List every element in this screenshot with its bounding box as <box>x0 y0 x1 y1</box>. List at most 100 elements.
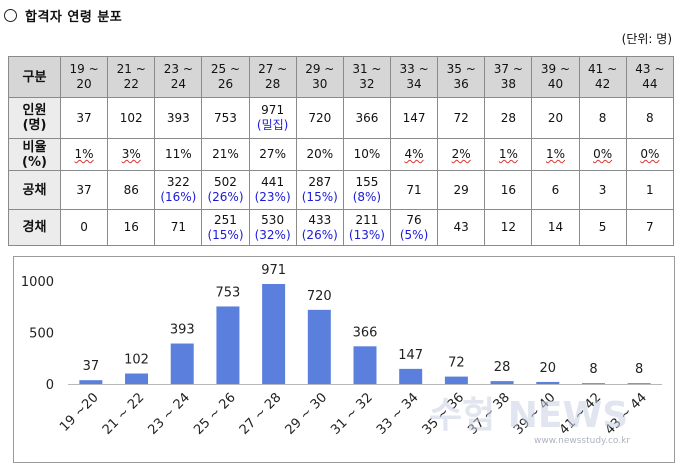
bar-value-label: 753 <box>216 285 241 300</box>
cell-value: 16 <box>123 220 139 234</box>
cell-value: 8 <box>646 110 654 125</box>
table-cell: 8 <box>578 97 627 139</box>
age-group-end: 40 <box>547 77 564 91</box>
bar-value-label: 8 <box>635 362 643 377</box>
cell-value: 1% <box>498 147 518 161</box>
x-tick-label: 19 ~20 <box>57 390 102 435</box>
x-tick-label: 25 ~ 26 <box>191 390 239 438</box>
cell-value: 43 <box>453 220 469 234</box>
cell-value: 0% <box>640 147 660 161</box>
age-group-end: 36 <box>453 77 469 91</box>
bar <box>490 381 514 384</box>
cell-value: 287 <box>308 175 332 189</box>
age-group-header: 43 ~44 <box>625 56 675 98</box>
table-cell: 86 <box>107 170 156 210</box>
table-cell: 433 (26%) <box>295 209 344 246</box>
cell-value: 72 <box>453 110 469 125</box>
table-cell: 43 <box>437 209 486 246</box>
row-ratio: 비율 (%) 1% 3% 11% 21% 27% 20% 10% 4% 2% 1% 1% 0% 0% <box>8 138 675 171</box>
bar <box>79 380 103 384</box>
bar-value-label: 72 <box>448 356 465 371</box>
table-cell: 4% <box>389 138 439 171</box>
age-group-start: 43 ~ <box>635 62 665 76</box>
cell-value: 441 <box>261 175 285 189</box>
cell-value: 14 <box>547 220 564 234</box>
table-cell: 20% <box>295 138 344 171</box>
age-group-end: 26 <box>217 77 234 91</box>
bar <box>307 309 331 384</box>
age-group-end: 24 <box>170 77 186 91</box>
cell-value: 5 <box>598 220 607 234</box>
table-cell: 753 <box>201 97 250 139</box>
cell-value: 28 <box>500 110 516 125</box>
age-group-start: 41 ~ <box>588 62 618 76</box>
table-cell: 12 <box>484 209 533 246</box>
cell-note: (13%) <box>348 227 385 242</box>
bar <box>536 381 560 384</box>
table-cell: 2% <box>437 138 486 171</box>
table-cell: 3% <box>107 138 156 171</box>
row-label-line: (%) <box>22 154 47 170</box>
age-group-header: 27 ~28 <box>248 56 297 98</box>
bar-value-label: 37 <box>83 359 100 374</box>
row-label: 경채 <box>8 209 61 246</box>
bar-value-label: 147 <box>398 348 423 363</box>
cell-value: 10% <box>353 147 381 161</box>
table-cell: 10% <box>342 138 391 171</box>
age-group-header: 35 ~36 <box>437 56 486 98</box>
cell-note: (23%) <box>254 190 291 204</box>
table-cell: 7 <box>625 209 675 246</box>
table-cell: 502 (26%) <box>201 170 250 210</box>
table-cell: 0% <box>578 138 627 171</box>
cell-value: 1 <box>646 182 654 197</box>
row-open-recruit: 공채 37 86 322 (16%) 502 (26%) 441 (23%) 287 (15%) 15… <box>8 170 675 210</box>
age-group-end: 32 <box>359 77 375 91</box>
cell-value: 76 <box>406 212 422 227</box>
cell-value: 86 <box>123 182 139 197</box>
cell-value: 530 <box>261 212 285 227</box>
cell-value: 71 <box>406 182 422 197</box>
x-tick-label: 33 ~ 34 <box>374 390 422 438</box>
table-cell: 8 <box>625 97 675 139</box>
table-cell: 14 <box>531 209 580 246</box>
bar <box>399 368 423 384</box>
age-group-start: 23 ~ <box>163 62 193 76</box>
table-cell: 6 <box>531 170 580 210</box>
age-group-header: 21 ~22 <box>107 56 156 98</box>
table-cell: 71 <box>154 209 203 246</box>
age-group-header: 39 ~40 <box>531 56 580 98</box>
age-group-start: 31 ~ <box>352 62 382 76</box>
cell-value: 20% <box>306 147 334 161</box>
bar-value-label: 28 <box>494 360 511 375</box>
age-group-start: 29 ~ <box>305 62 335 76</box>
age-group-end: 38 <box>500 77 516 91</box>
age-group-start: 27 ~ <box>258 62 288 76</box>
cell-value: 0 <box>80 220 88 234</box>
cell-value: 155 <box>355 175 379 189</box>
circle-bullet-icon <box>4 9 17 22</box>
table-cell: 76 (5%) <box>389 209 439 246</box>
x-tick-label: 27 ~ 28 <box>237 390 285 438</box>
row-label-line: 공채 <box>22 182 47 198</box>
table-cell: 322 (16%) <box>154 170 203 210</box>
cell-value: 4% <box>404 147 424 161</box>
table-cell: 1% <box>59 138 109 171</box>
cell-value: 720 <box>308 110 332 125</box>
cell-note: (밀집) <box>256 118 289 132</box>
x-tick-label: 29 ~ 30 <box>283 390 331 438</box>
cell-value: 20 <box>547 110 564 125</box>
bar-value-label: 8 <box>589 362 597 377</box>
age-group-start: 39 ~ <box>540 62 571 76</box>
table-cell: 27% <box>248 138 297 171</box>
age-group-start: 19 ~ <box>69 62 99 76</box>
age-group-header: 29 ~30 <box>295 56 344 98</box>
age-group-start: 25 ~ <box>210 62 241 76</box>
bar <box>262 283 286 384</box>
y-tick-label: 0 <box>46 378 54 393</box>
cell-value: 1% <box>74 147 94 161</box>
cell-value: 366 <box>355 110 379 125</box>
cell-note: (32%) <box>254 227 291 242</box>
age-distribution-table: 구분 19 ~20 21 ~22 23 ~24 25 ~26 27 ~28 29 ~30 31… <box>8 56 675 246</box>
cell-value: 6 <box>551 182 560 197</box>
cell-note: (16%) <box>160 190 197 204</box>
